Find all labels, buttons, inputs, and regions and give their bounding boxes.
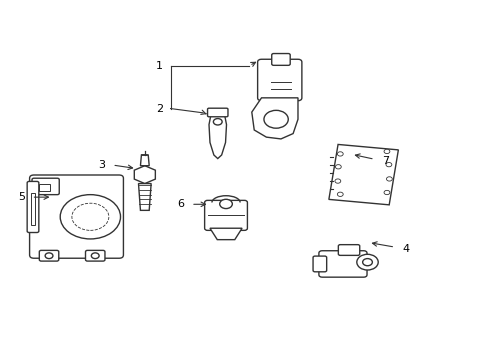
Circle shape bbox=[383, 190, 389, 195]
Circle shape bbox=[337, 152, 343, 156]
Polygon shape bbox=[138, 184, 151, 210]
Text: 2: 2 bbox=[156, 104, 163, 113]
Text: 4: 4 bbox=[402, 244, 409, 253]
FancyBboxPatch shape bbox=[207, 108, 227, 117]
FancyBboxPatch shape bbox=[257, 59, 301, 101]
FancyBboxPatch shape bbox=[30, 175, 123, 258]
Polygon shape bbox=[140, 155, 149, 166]
Polygon shape bbox=[134, 166, 155, 184]
Polygon shape bbox=[208, 112, 226, 158]
FancyBboxPatch shape bbox=[32, 178, 59, 195]
Text: 6: 6 bbox=[177, 199, 184, 209]
Circle shape bbox=[219, 199, 232, 208]
Text: 1: 1 bbox=[156, 61, 163, 71]
Text: 5: 5 bbox=[18, 192, 25, 202]
Polygon shape bbox=[209, 228, 242, 240]
Circle shape bbox=[264, 111, 287, 128]
Circle shape bbox=[385, 162, 391, 167]
FancyBboxPatch shape bbox=[271, 54, 289, 65]
Circle shape bbox=[213, 118, 222, 125]
FancyBboxPatch shape bbox=[312, 256, 326, 272]
Circle shape bbox=[60, 195, 120, 239]
FancyBboxPatch shape bbox=[27, 181, 39, 233]
FancyBboxPatch shape bbox=[30, 193, 35, 225]
Bar bbox=[328, 144, 398, 205]
Circle shape bbox=[383, 149, 389, 154]
Circle shape bbox=[72, 203, 109, 230]
FancyBboxPatch shape bbox=[85, 250, 105, 261]
Circle shape bbox=[356, 254, 377, 270]
Circle shape bbox=[45, 253, 53, 258]
Circle shape bbox=[386, 177, 391, 181]
FancyBboxPatch shape bbox=[39, 250, 59, 261]
FancyBboxPatch shape bbox=[338, 245, 359, 255]
Circle shape bbox=[334, 179, 340, 183]
Text: 7: 7 bbox=[381, 156, 388, 166]
FancyBboxPatch shape bbox=[318, 251, 366, 277]
Polygon shape bbox=[251, 98, 297, 139]
Text: 3: 3 bbox=[98, 160, 105, 170]
FancyBboxPatch shape bbox=[39, 184, 49, 192]
FancyBboxPatch shape bbox=[204, 201, 247, 230]
Circle shape bbox=[362, 258, 372, 266]
Circle shape bbox=[91, 253, 99, 258]
Circle shape bbox=[337, 192, 343, 197]
Circle shape bbox=[335, 165, 341, 169]
